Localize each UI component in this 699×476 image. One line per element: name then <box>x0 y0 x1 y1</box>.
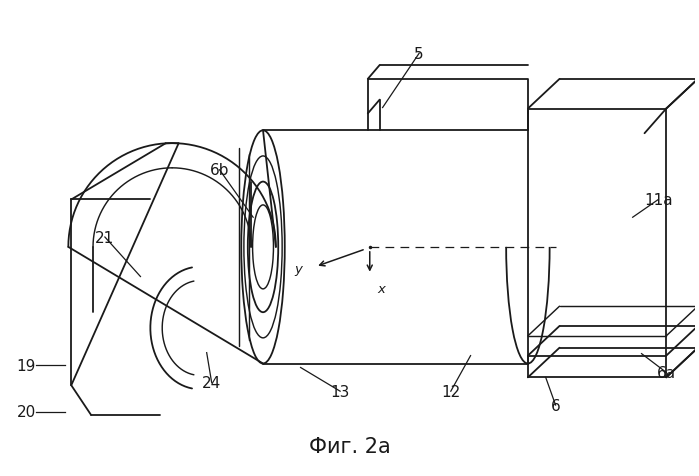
Text: 11a: 11a <box>644 193 672 208</box>
Text: Фиг. 2а: Фиг. 2а <box>309 436 390 456</box>
Text: 6: 6 <box>551 397 561 413</box>
Text: 19: 19 <box>16 358 36 373</box>
Text: 12: 12 <box>441 384 461 399</box>
Text: 24: 24 <box>202 375 222 390</box>
Text: 6a: 6a <box>656 365 676 380</box>
Text: 5: 5 <box>415 47 424 61</box>
Text: y: y <box>295 263 303 276</box>
Text: 21: 21 <box>95 230 115 245</box>
Text: x: x <box>377 283 386 296</box>
Text: 6b: 6b <box>210 163 229 178</box>
Text: 13: 13 <box>331 384 350 399</box>
Text: 20: 20 <box>17 405 36 419</box>
